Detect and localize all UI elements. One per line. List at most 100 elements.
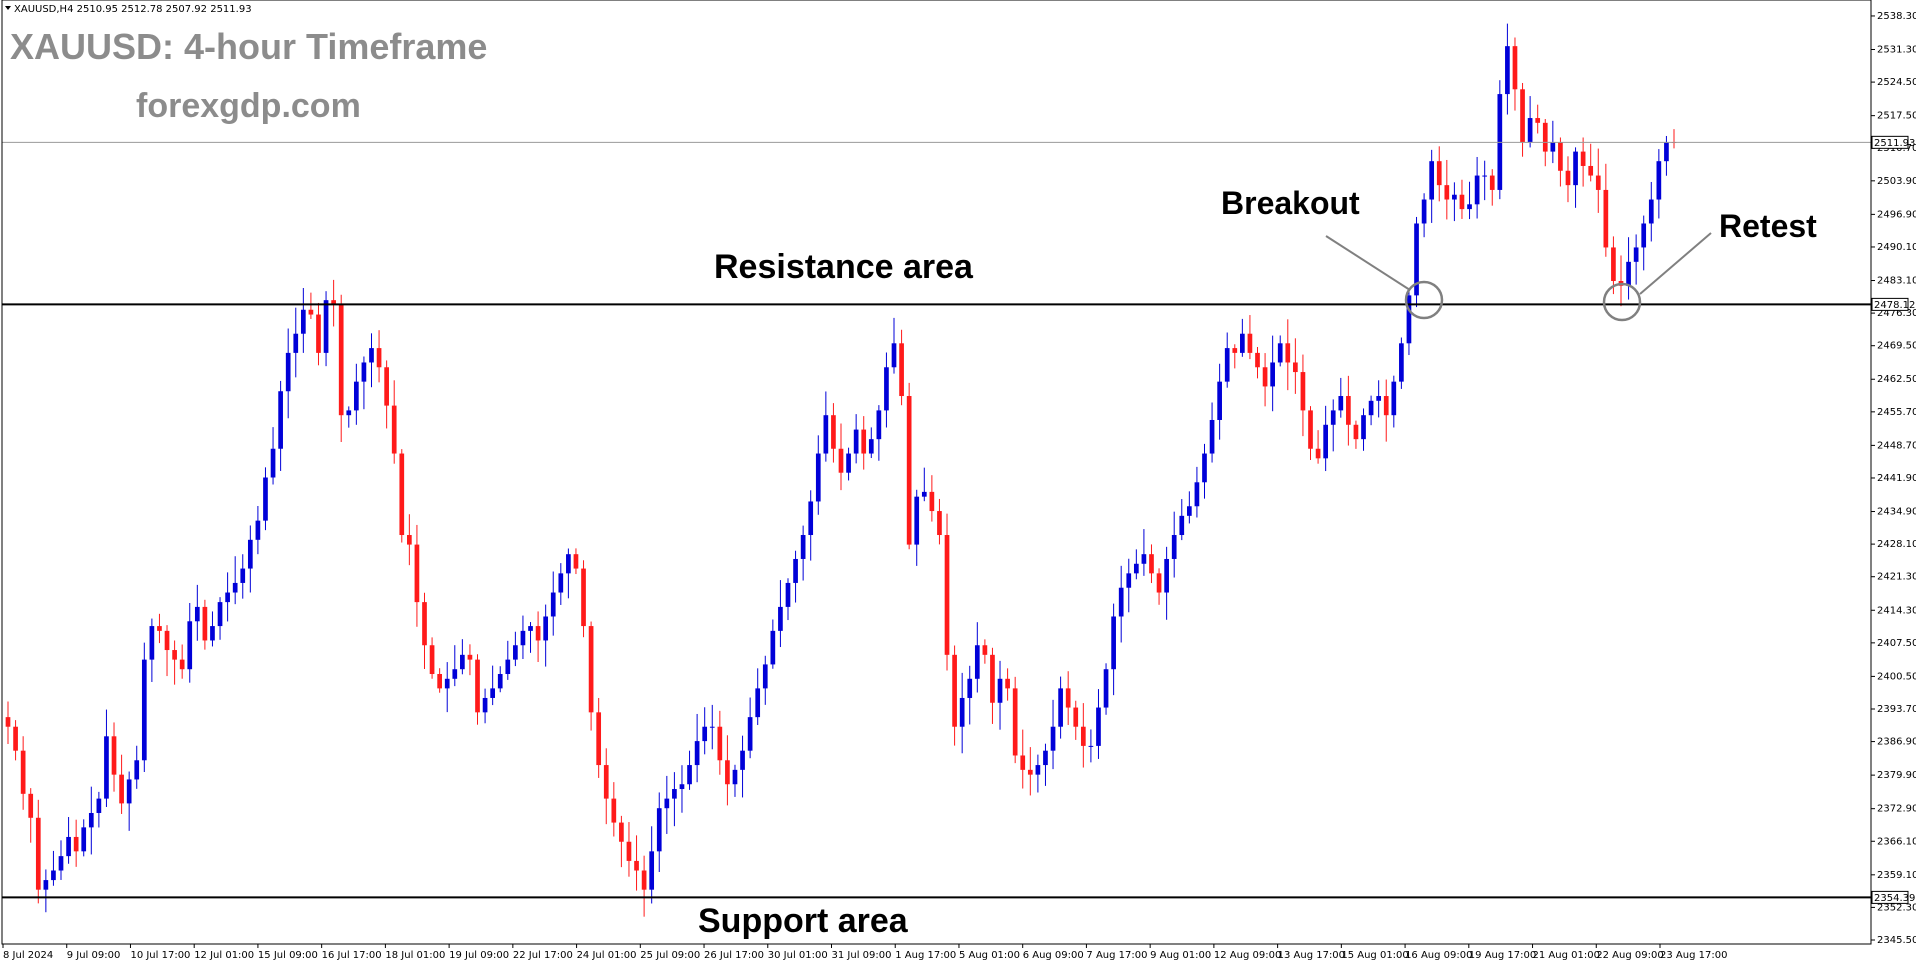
candle	[1444, 159, 1450, 220]
candle	[1111, 603, 1116, 696]
y-tick-label: 2386.90	[1877, 737, 1916, 748]
candle-body	[1232, 348, 1238, 353]
candle-body	[626, 841, 632, 861]
candle-body	[1217, 381, 1222, 420]
x-tick-label: 15 Jul 09:00	[258, 950, 318, 961]
y-tick-label: 2441.90	[1877, 473, 1916, 484]
x-tick-label: 25 Jul 09:00	[640, 950, 700, 961]
candle-body	[13, 726, 18, 751]
candle	[1505, 23, 1510, 115]
candle	[119, 754, 124, 814]
candle-body	[1308, 410, 1313, 449]
candle	[316, 302, 321, 366]
candle-body	[1080, 726, 1086, 746]
candle-body	[520, 630, 526, 646]
candle	[990, 647, 995, 724]
candle	[232, 556, 238, 605]
candle-body	[1285, 343, 1291, 363]
candle	[81, 819, 87, 857]
candle	[967, 665, 973, 725]
candle-body	[1406, 295, 1412, 344]
candle	[1171, 511, 1177, 578]
candle	[1520, 82, 1525, 157]
candle-body	[164, 630, 170, 651]
candle-body	[1058, 688, 1063, 727]
candle	[1580, 137, 1586, 187]
candle-body	[1020, 755, 1026, 770]
candle-body	[861, 429, 867, 454]
candle-body	[482, 697, 488, 713]
candle	[1573, 147, 1578, 208]
candle	[1558, 137, 1563, 187]
candle-body	[1595, 175, 1601, 190]
candle	[104, 709, 109, 807]
candle-body	[467, 654, 473, 660]
candle-body	[1383, 396, 1389, 416]
candle	[1247, 315, 1253, 360]
candle-body	[997, 678, 1003, 703]
candle	[1527, 96, 1533, 148]
y-tick-label: 2428.10	[1877, 539, 1916, 550]
candle	[937, 498, 942, 545]
candle	[270, 427, 276, 485]
candle	[815, 435, 821, 515]
candle	[194, 584, 200, 641]
candle	[179, 644, 185, 679]
candle	[1255, 346, 1260, 379]
candle	[762, 655, 768, 705]
candle	[687, 750, 692, 790]
candle-body	[232, 582, 238, 593]
candle	[694, 713, 700, 783]
candle	[172, 640, 177, 685]
y-tick-label: 2372.90	[1877, 804, 1916, 815]
candle	[505, 640, 511, 680]
candle	[1149, 544, 1154, 584]
candle-body	[1224, 348, 1230, 382]
candle-body	[1202, 453, 1207, 483]
candle	[861, 416, 867, 470]
candle-body	[51, 870, 56, 881]
candle	[1186, 491, 1192, 524]
candle-body	[740, 750, 745, 770]
candle-body	[1429, 161, 1435, 200]
candle-body	[1027, 769, 1033, 775]
candle	[346, 406, 352, 428]
candle	[126, 771, 132, 831]
x-tick-label: 18 Jul 01:00	[385, 950, 445, 961]
candle-body	[104, 736, 109, 799]
candle-body	[240, 568, 246, 583]
candle	[58, 840, 64, 880]
candle	[1323, 405, 1329, 472]
candle-body	[134, 760, 140, 780]
candle	[1293, 338, 1298, 394]
candle	[1141, 529, 1147, 576]
candle-body	[967, 678, 973, 698]
candle-body	[444, 678, 450, 689]
candle	[361, 356, 367, 410]
candle	[217, 597, 223, 640]
candle	[770, 619, 776, 669]
candle	[1452, 182, 1457, 222]
y-tick-label: 2393.70	[1877, 704, 1916, 715]
candle	[785, 578, 791, 621]
candle	[573, 548, 579, 575]
candle-body	[778, 606, 783, 631]
candle-body	[429, 645, 435, 675]
candle-body	[452, 669, 458, 679]
x-tick-label: 6 Aug 09:00	[1023, 950, 1084, 961]
candle	[1277, 335, 1283, 367]
y-tick-label: 2379.90	[1877, 770, 1916, 781]
candle-body	[422, 602, 427, 646]
candle	[1671, 129, 1677, 149]
candle	[407, 514, 412, 566]
candle-body	[914, 496, 920, 545]
candle-body	[1376, 396, 1382, 401]
candle-body	[1103, 669, 1109, 708]
candle-body	[1391, 381, 1397, 416]
x-tick-label: 7 Aug 17:00	[1086, 950, 1147, 961]
candle	[1050, 699, 1056, 770]
candle	[876, 405, 882, 461]
candle-body	[1656, 161, 1662, 200]
candle	[1376, 380, 1382, 418]
